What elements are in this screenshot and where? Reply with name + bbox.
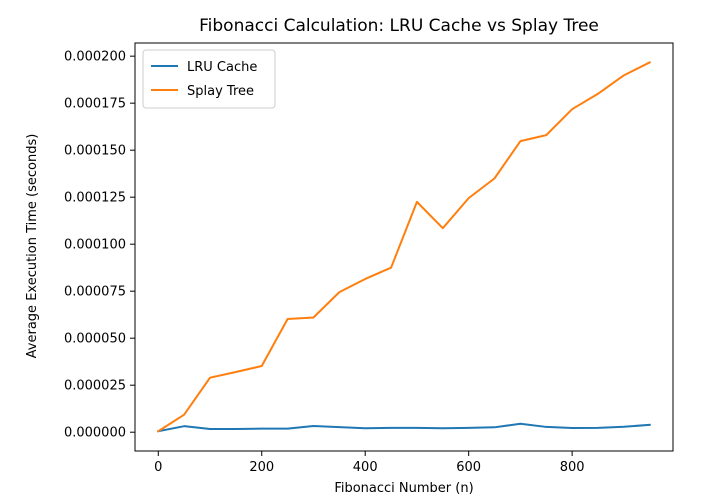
x-tick-label: 800 — [560, 460, 585, 475]
y-tick-label: 0.000200 — [64, 50, 126, 65]
y-axis-label: Average Execution Time (seconds) — [25, 134, 40, 359]
legend-box — [142, 49, 276, 109]
x-tick-label: 200 — [249, 460, 274, 475]
y-tick-label: 0.000100 — [64, 238, 126, 253]
legend-label: LRU Cache — [187, 60, 257, 75]
y-tick-label: 0.000125 — [64, 191, 126, 206]
y-tick-label: 0.000175 — [64, 97, 126, 112]
y-tick-label: 0.000000 — [64, 426, 126, 441]
x-tick-label: 400 — [353, 460, 378, 475]
legend: LRU Cache Splay Tree — [142, 49, 276, 109]
y-tick-label: 0.000025 — [64, 379, 126, 394]
legend-label: Splay Tree — [187, 84, 254, 99]
y-tick-label: 0.000150 — [64, 144, 126, 159]
x-tick-label: 600 — [456, 460, 481, 475]
y-tick-label: 0.000075 — [64, 285, 126, 300]
series-line-lru-cache — [157, 422, 651, 433]
plot-frame — [134, 42, 674, 452]
series-line-splay-tree — [156, 61, 652, 433]
y-tick-label: 0.000050 — [64, 332, 126, 347]
chart-title: Fibonacci Calculation: LRU Cache vs Spla… — [199, 16, 599, 36]
x-tick-label: 0 — [154, 460, 162, 475]
axis-ticks: 0 200 400 600 800 0.000000 0.000025 0.000050 0.0… — [64, 50, 585, 475]
x-axis-label: Fibonacci Number (n) — [334, 481, 473, 496]
series-lines — [156, 61, 652, 433]
